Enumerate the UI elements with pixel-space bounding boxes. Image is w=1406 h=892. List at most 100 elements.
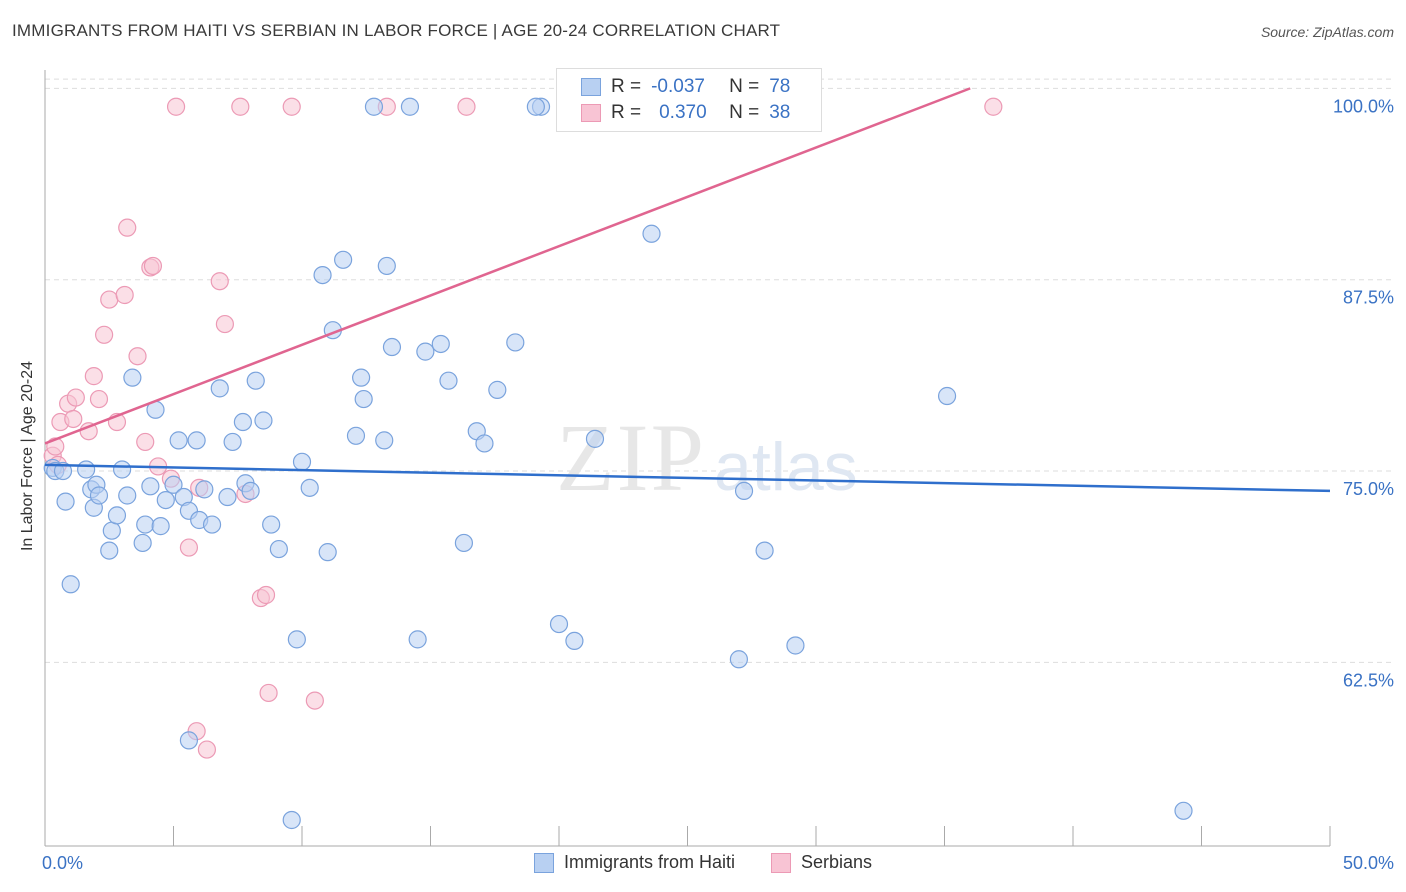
haiti-point	[107, 506, 127, 525]
haiti-point	[382, 337, 402, 357]
haiti-point	[77, 460, 96, 479]
y-tick-labels: 62.5% 75.0% 87.5% 100.0%	[1333, 96, 1394, 690]
haiti-point	[241, 481, 260, 501]
haiti-point	[56, 492, 75, 511]
legend-r-value-serbians: 0.370	[659, 102, 707, 123]
x-tick-label-min: 0.0%	[42, 853, 84, 873]
haiti-point	[262, 515, 281, 534]
y-tick-label: 87.5%	[1343, 288, 1394, 308]
serbian-point	[143, 256, 163, 276]
haiti-point	[642, 224, 661, 243]
legend-r-label: R =	[611, 76, 642, 97]
serbian-point	[115, 285, 134, 305]
haiti-point	[61, 575, 80, 594]
serbian-point	[179, 538, 199, 557]
haiti-point	[53, 461, 73, 481]
serbian-point	[457, 97, 476, 116]
serbian-point	[210, 272, 229, 291]
serbian-point	[118, 218, 137, 237]
haiti-point	[136, 515, 155, 534]
haiti-point	[133, 533, 152, 553]
haiti-points	[43, 97, 1193, 830]
haiti-point	[364, 97, 384, 116]
legend-row-haiti: R = -0.037 N = 78	[581, 75, 790, 99]
haiti-point	[169, 431, 188, 450]
haiti-point	[526, 97, 545, 116]
haiti-point	[233, 412, 252, 432]
serbian-point	[136, 432, 155, 452]
haiti-point	[282, 810, 301, 830]
haiti-point	[1174, 801, 1193, 820]
haiti-point	[218, 487, 237, 507]
watermark: ZIP atlas	[556, 404, 858, 511]
legend-swatch-haiti	[581, 78, 601, 96]
legend-r-label: R =	[611, 102, 642, 123]
haiti-point	[187, 431, 206, 450]
series-legend-serbians[interactable]: Serbians	[770, 852, 872, 873]
haiti-point	[408, 630, 427, 649]
haiti-point	[269, 539, 288, 559]
haiti-point	[223, 432, 242, 452]
serbian-point	[100, 290, 119, 309]
haiti-point	[179, 731, 199, 750]
legend-n-label: N =	[729, 76, 760, 97]
legend-r-value-haiti: -0.037	[651, 76, 705, 97]
serbian-points	[43, 97, 1003, 759]
haiti-point	[416, 342, 435, 361]
x-tick-label-max: 50.0%	[1342, 853, 1394, 873]
chart-source: Source: ZipAtlas.com	[1260, 24, 1394, 40]
haiti-point	[506, 333, 525, 352]
series-label-haiti: Immigrants from Haiti	[563, 852, 735, 872]
haiti-point	[254, 411, 273, 430]
haiti-point	[454, 533, 474, 553]
haiti-point	[287, 630, 306, 649]
haiti-point	[164, 475, 183, 494]
haiti-point	[488, 380, 507, 399]
serbian-point	[231, 97, 250, 116]
serbian-point	[197, 740, 217, 759]
haiti-point	[123, 368, 142, 387]
trend-lines	[44, 87, 1331, 493]
series-legend: Immigrants from Haiti Serbians	[0, 852, 1406, 873]
haiti-trend-line	[44, 463, 1331, 493]
haiti-point	[102, 521, 121, 540]
watermark-zip: ZIP	[556, 404, 706, 511]
haiti-point	[246, 371, 265, 390]
serbian-point	[84, 367, 103, 386]
haiti-point	[346, 426, 366, 445]
series-legend-haiti[interactable]: Immigrants from Haiti	[533, 852, 735, 873]
series-swatch-haiti	[533, 852, 554, 873]
haiti-point	[400, 97, 420, 116]
serbian-point	[166, 97, 186, 116]
serbian-point	[305, 691, 324, 710]
legend-n-label: N =	[729, 102, 760, 123]
serbian-point	[259, 683, 278, 703]
serbian-point	[89, 389, 109, 409]
haiti-point	[565, 631, 584, 651]
haiti-point	[439, 371, 458, 390]
haiti-point	[300, 478, 319, 497]
serbian-point	[215, 314, 234, 334]
haiti-point	[786, 636, 805, 655]
chart-title: IMMIGRANTS FROM HAITI VS SERBIAN IN LABO…	[12, 21, 781, 40]
y-tick-label: 75.0%	[1343, 479, 1394, 499]
haiti-point	[334, 250, 353, 269]
legend-n-value-serbians: 38	[769, 102, 791, 123]
legend-n-value-haiti: 78	[769, 76, 791, 97]
haiti-point	[352, 368, 371, 387]
haiti-point	[210, 379, 229, 398]
haiti-point	[937, 386, 957, 406]
serbian-point	[64, 409, 83, 429]
haiti-point	[318, 543, 337, 562]
haiti-point	[100, 541, 119, 560]
gridlines	[45, 78, 1395, 663]
y-tick-label: 100.0%	[1333, 96, 1394, 116]
haiti-point	[377, 256, 396, 276]
serbian-point	[282, 97, 301, 116]
haiti-point	[141, 477, 160, 496]
legend-swatch-serbians	[581, 104, 601, 122]
legend-row-serbians: R = 0.370 N = 38	[581, 101, 790, 125]
haiti-point	[475, 434, 494, 453]
haiti-point	[202, 515, 222, 534]
